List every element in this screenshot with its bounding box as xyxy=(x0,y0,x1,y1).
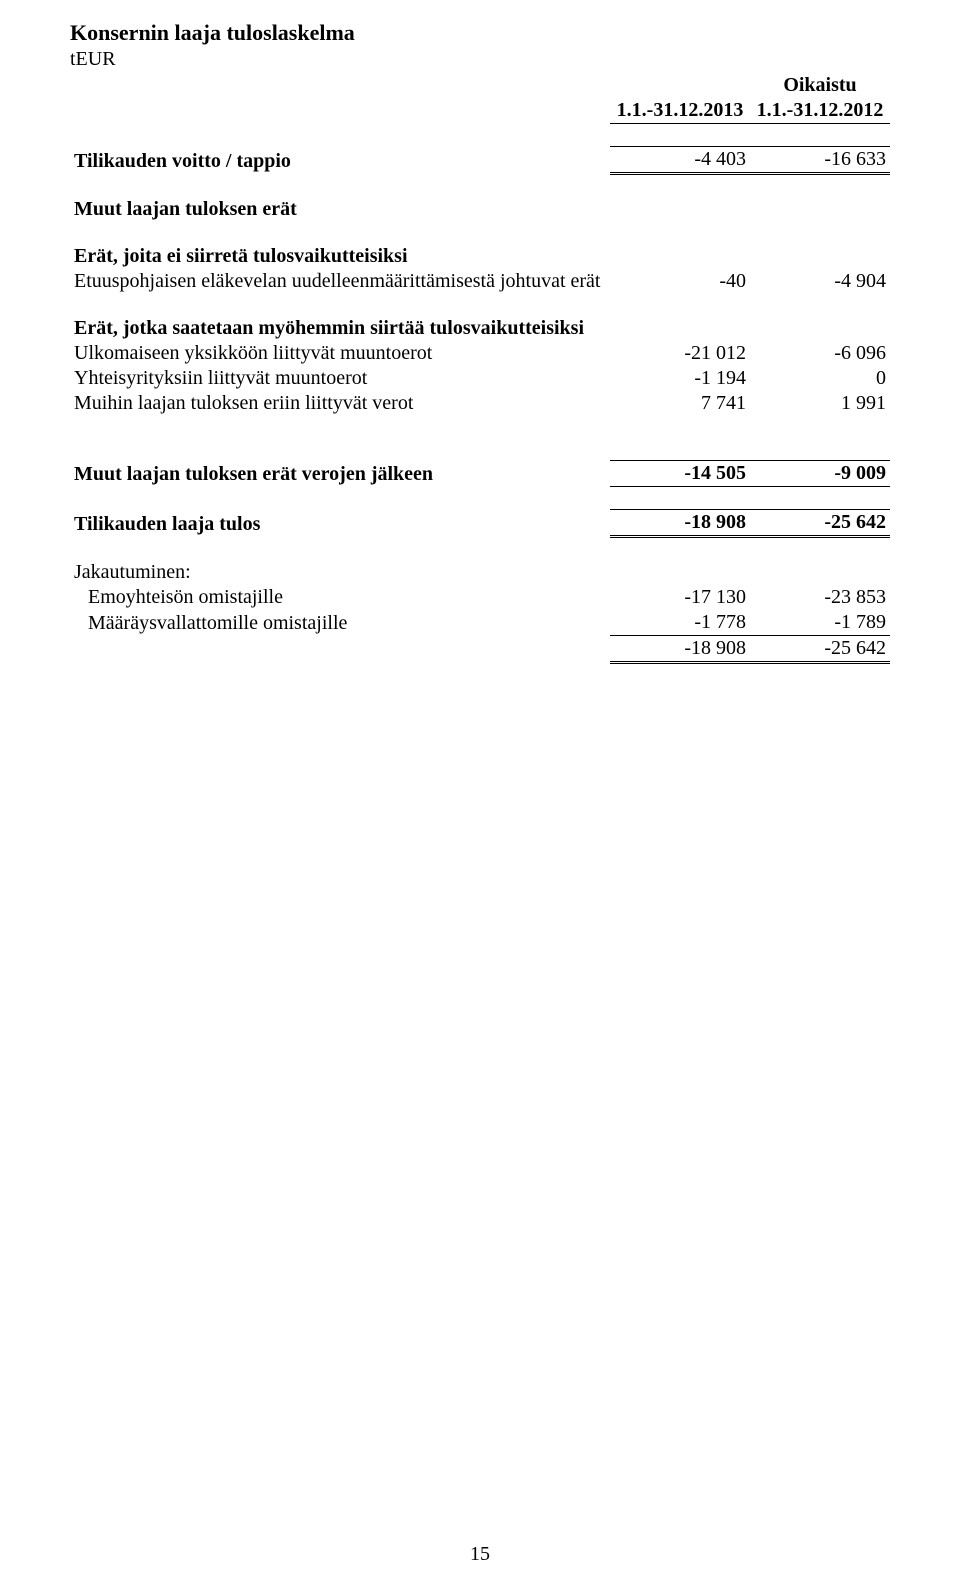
page-number: 15 xyxy=(0,1543,960,1566)
spacer-row xyxy=(70,487,890,510)
empty-cell xyxy=(750,560,890,585)
v2-total-comp: -25 642 xyxy=(750,510,890,537)
v1-pension: -40 xyxy=(610,269,750,294)
row-nci: Määräysvallattomille omistajille -1 778 … xyxy=(70,610,890,636)
v1-profit-loss: -4 403 xyxy=(610,147,750,174)
spacer-row xyxy=(70,124,890,147)
v1-parent: -17 130 xyxy=(610,585,750,610)
label-total-comp: Tilikauden laaja tulos xyxy=(70,510,610,537)
adjusted-header: Oikaistu xyxy=(750,73,890,98)
spacer-row xyxy=(70,438,890,461)
label-other-items-header: Muut laajan tuloksen erät xyxy=(70,197,610,222)
row-taxes: Muihin laajan tuloksen eriin liittyvät v… xyxy=(70,391,890,416)
label-allocation-header: Jakautuminen: xyxy=(70,560,610,585)
empty-cell xyxy=(750,316,890,341)
v1-foreign-unit: -21 012 xyxy=(610,341,750,366)
row-jv: Yhteisyrityksiin liittyvät muuntoerot -1… xyxy=(70,366,890,391)
row-other-after-tax: Muut laajan tuloksen erät verojen jälkee… xyxy=(70,461,890,487)
v2-nci: -1 789 xyxy=(750,610,890,636)
v1-alloc-total: -18 908 xyxy=(610,636,750,663)
row-other-items-header: Muut laajan tuloksen erät xyxy=(70,197,890,222)
v2-profit-loss: -16 633 xyxy=(750,147,890,174)
spacer-row xyxy=(70,416,890,438)
page-root: Konsernin laaja tuloslaskelma tEUR Oikai… xyxy=(0,0,960,1582)
empty-cell xyxy=(750,244,890,269)
v1-nci: -1 778 xyxy=(610,610,750,636)
v2-jv: 0 xyxy=(750,366,890,391)
label-not-reclass-header: Erät, joita ei siirretä tulosvaikutteisi… xyxy=(70,244,610,269)
header-empty-col1 xyxy=(610,73,750,98)
empty-cell xyxy=(610,244,750,269)
v1-taxes: 7 741 xyxy=(610,391,750,416)
row-pension: Etuuspohjaisen eläkevelan uudelleenmääri… xyxy=(70,269,890,294)
empty-cell xyxy=(610,316,750,341)
v1-jv: -1 194 xyxy=(610,366,750,391)
label-jv: Yhteisyrityksiin liittyvät muuntoerot xyxy=(70,366,610,391)
empty-cell xyxy=(610,197,750,222)
v2-pension: -4 904 xyxy=(750,269,890,294)
empty-cell xyxy=(610,560,750,585)
label-parent: Emoyhteisön omistajille xyxy=(70,585,610,610)
table-period-row: 1.1.-31.12.2013 1.1.-31.12.2012 xyxy=(70,98,890,124)
row-total-comp: Tilikauden laaja tulos -18 908 -25 642 xyxy=(70,510,890,537)
row-not-reclass-header: Erät, joita ei siirretä tulosvaikutteisi… xyxy=(70,244,890,269)
row-foreign-unit: Ulkomaiseen yksikköön liittyvät muuntoer… xyxy=(70,341,890,366)
label-profit-loss: Tilikauden voitto / tappio xyxy=(70,147,610,174)
spacer-row xyxy=(70,222,890,244)
header-empty xyxy=(70,73,610,98)
spacer-row xyxy=(70,174,890,198)
label-taxes: Muihin laajan tuloksen eriin liittyvät v… xyxy=(70,391,610,416)
period-col2: 1.1.-31.12.2012 xyxy=(750,98,890,124)
v1-total-comp: -18 908 xyxy=(610,510,750,537)
label-foreign-unit: Ulkomaiseen yksikköön liittyvät muuntoer… xyxy=(70,341,610,366)
label-reclass-header: Erät, jotka saatetaan myöhemmin siirtää … xyxy=(70,316,610,341)
v1-other-after-tax: -14 505 xyxy=(610,461,750,487)
row-profit-loss: Tilikauden voitto / tappio -4 403 -16 63… xyxy=(70,147,890,174)
v2-alloc-total: -25 642 xyxy=(750,636,890,663)
v2-taxes: 1 991 xyxy=(750,391,890,416)
unit-label: tEUR xyxy=(70,48,890,71)
row-parent: Emoyhteisön omistajille -17 130 -23 853 xyxy=(70,585,890,610)
label-alloc-total-empty xyxy=(70,636,610,663)
row-alloc-total: -18 908 -25 642 xyxy=(70,636,890,663)
spacer-row xyxy=(70,537,890,561)
v2-parent: -23 853 xyxy=(750,585,890,610)
period-empty xyxy=(70,98,610,124)
financial-table: Oikaistu 1.1.-31.12.2013 1.1.-31.12.2012… xyxy=(70,73,890,664)
table-header-row: Oikaistu xyxy=(70,73,890,98)
document-title: Konsernin laaja tuloslaskelma xyxy=(70,20,890,46)
empty-cell xyxy=(750,197,890,222)
v2-foreign-unit: -6 096 xyxy=(750,341,890,366)
period-col1: 1.1.-31.12.2013 xyxy=(610,98,750,124)
v2-other-after-tax: -9 009 xyxy=(750,461,890,487)
label-other-after-tax: Muut laajan tuloksen erät verojen jälkee… xyxy=(70,461,610,487)
row-reclass-header: Erät, jotka saatetaan myöhemmin siirtää … xyxy=(70,316,890,341)
spacer-row xyxy=(70,294,890,316)
label-nci: Määräysvallattomille omistajille xyxy=(70,610,610,636)
label-pension: Etuuspohjaisen eläkevelan uudelleenmääri… xyxy=(70,269,610,294)
row-allocation-header: Jakautuminen: xyxy=(70,560,890,585)
